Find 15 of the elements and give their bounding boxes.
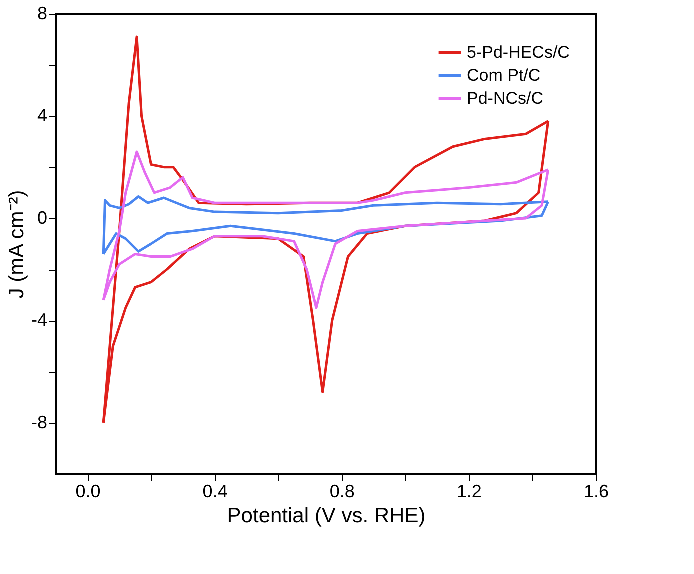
legend-label: Pd-NCs/C [467, 89, 544, 108]
x-tick-label: 0.4 [202, 482, 228, 502]
y-tick-label: 4 [37, 106, 48, 126]
x-tick-label: 0.0 [76, 482, 101, 502]
legend-label: Com Pt/C [467, 66, 541, 85]
x-tick-label: 1.2 [456, 482, 482, 502]
x-tick-label: 0.8 [330, 482, 355, 502]
y-tick-label: 0 [37, 208, 48, 228]
y-tick-label: -4 [31, 310, 48, 330]
legend-label: 5-Pd-HECs/C [467, 43, 570, 62]
y-axis-title: J (mA cm⁻²) [5, 190, 28, 299]
y-tick-label: 8 [37, 4, 48, 24]
y-tick-label: -8 [31, 412, 48, 432]
x-axis-title: Potential (V vs. RHE) [227, 504, 426, 528]
x-tick-label: 1.6 [584, 482, 610, 502]
